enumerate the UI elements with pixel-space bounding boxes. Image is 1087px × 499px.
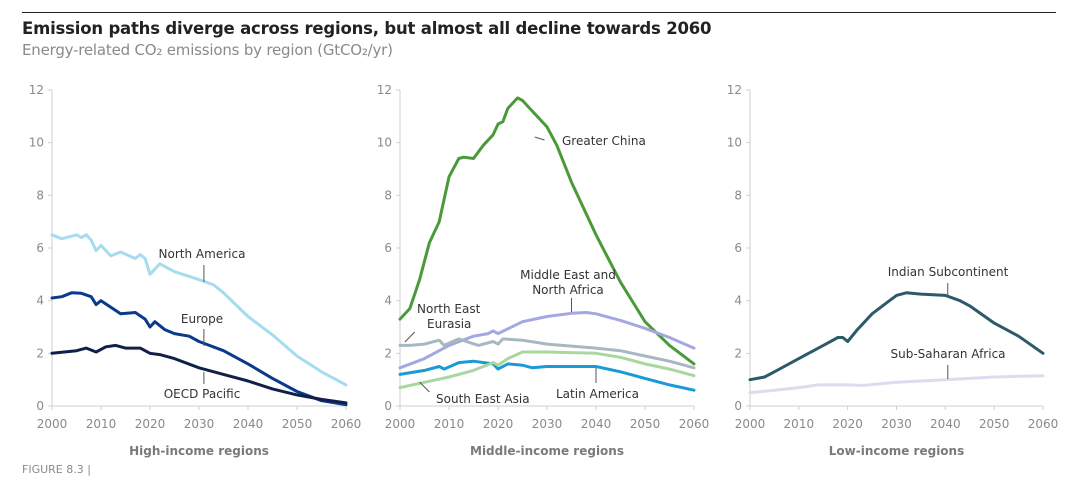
series-line-north-america (50, 233, 348, 387)
series-label: South East Asia (436, 392, 530, 406)
y-tick-label: 8 (384, 188, 392, 202)
y-tick-label: 4 (384, 294, 392, 308)
y-tick-label: 4 (36, 294, 44, 308)
series-label: Middle East and North Africa (520, 268, 616, 297)
y-tick-label: 10 (727, 136, 742, 150)
x-tick-label: 2000 (735, 417, 766, 431)
x-tick-label: 2010 (434, 417, 465, 431)
series-label: OECD Pacific (164, 387, 241, 401)
y-tick-label: 6 (36, 241, 44, 255)
series-line-indian-subcontinent (748, 291, 1045, 382)
y-tick-label: 6 (384, 241, 392, 255)
y-tick-label: 2 (734, 346, 742, 360)
y-tick-label: 10 (377, 136, 392, 150)
x-tick-label: 2060 (1028, 417, 1059, 431)
x-tick-label: 2050 (630, 417, 661, 431)
figure-label: FIGURE 8.3 | (22, 463, 91, 476)
chart-title: Emission paths diverge across regions, b… (22, 19, 712, 38)
series-label: North America (159, 247, 246, 261)
x-tick-label: 2040 (930, 417, 961, 431)
series-line-europe (50, 291, 348, 407)
y-tick-label: 12 (377, 83, 392, 97)
y-tick-label: 4 (734, 294, 742, 308)
y-tick-label: 12 (29, 83, 44, 97)
x-tick-label: 2000 (37, 417, 68, 431)
x-tick-label: 2030 (532, 417, 563, 431)
series-line-south-east-asia (398, 350, 696, 390)
series-label-line: North East (417, 302, 481, 316)
label-leader-line (534, 136, 545, 141)
y-tick-label: 2 (36, 346, 44, 360)
x-tick-label: 2050 (282, 417, 313, 431)
y-tick-label: 6 (734, 241, 742, 255)
x-tick-label: 2060 (331, 417, 362, 431)
series-line-latin-america (398, 359, 696, 392)
x-tick-label: 2000 (385, 417, 416, 431)
series-label: Greater China (562, 134, 646, 148)
y-tick-label: 8 (36, 188, 44, 202)
top-rule (22, 12, 1056, 13)
series-label: Europe (181, 312, 223, 326)
x-tick-label: 2010 (784, 417, 815, 431)
y-tick-label: 2 (384, 346, 392, 360)
x-tick-label: 2050 (979, 417, 1010, 431)
series-label-line: North Africa (532, 283, 604, 297)
y-tick-label: 0 (36, 399, 44, 413)
x-tick-label: 2010 (86, 417, 117, 431)
x-tick-label: 2040 (233, 417, 264, 431)
series-line-greater-china (398, 96, 696, 366)
series-label: Sub-Saharan Africa (890, 347, 1005, 361)
label-leader-line (419, 381, 430, 393)
panel-title: Low-income regions (829, 444, 964, 458)
y-tick-label: 8 (734, 188, 742, 202)
x-tick-label: 2020 (483, 417, 514, 431)
panel-title: Middle-income regions (470, 444, 624, 458)
y-tick-label: 0 (734, 399, 742, 413)
series-label-line: Middle East and (520, 268, 616, 282)
x-tick-label: 2020 (832, 417, 863, 431)
series-label: North East Eurasia (417, 302, 481, 331)
series-label: Latin America (556, 387, 639, 401)
series-line-oecd-pacific (50, 343, 348, 405)
x-tick-label: 2030 (881, 417, 912, 431)
x-tick-label: 2030 (184, 417, 215, 431)
x-tick-label: 2060 (679, 417, 710, 431)
y-tick-label: 12 (727, 83, 742, 97)
x-tick-label: 2020 (135, 417, 166, 431)
label-leader-line (404, 331, 416, 343)
y-tick-label: 0 (384, 399, 392, 413)
series-line-sub-saharan-africa (748, 374, 1045, 395)
series-line-north-east-eurasia (398, 337, 696, 370)
series-label-line: Eurasia (427, 317, 471, 331)
chart-subtitle: Energy-related CO₂ emissions by region (… (22, 41, 393, 59)
series-label: Indian Subcontinent (888, 265, 1009, 279)
x-tick-label: 2040 (581, 417, 612, 431)
panel-title: High-income regions (129, 444, 269, 458)
y-tick-label: 10 (29, 136, 44, 150)
